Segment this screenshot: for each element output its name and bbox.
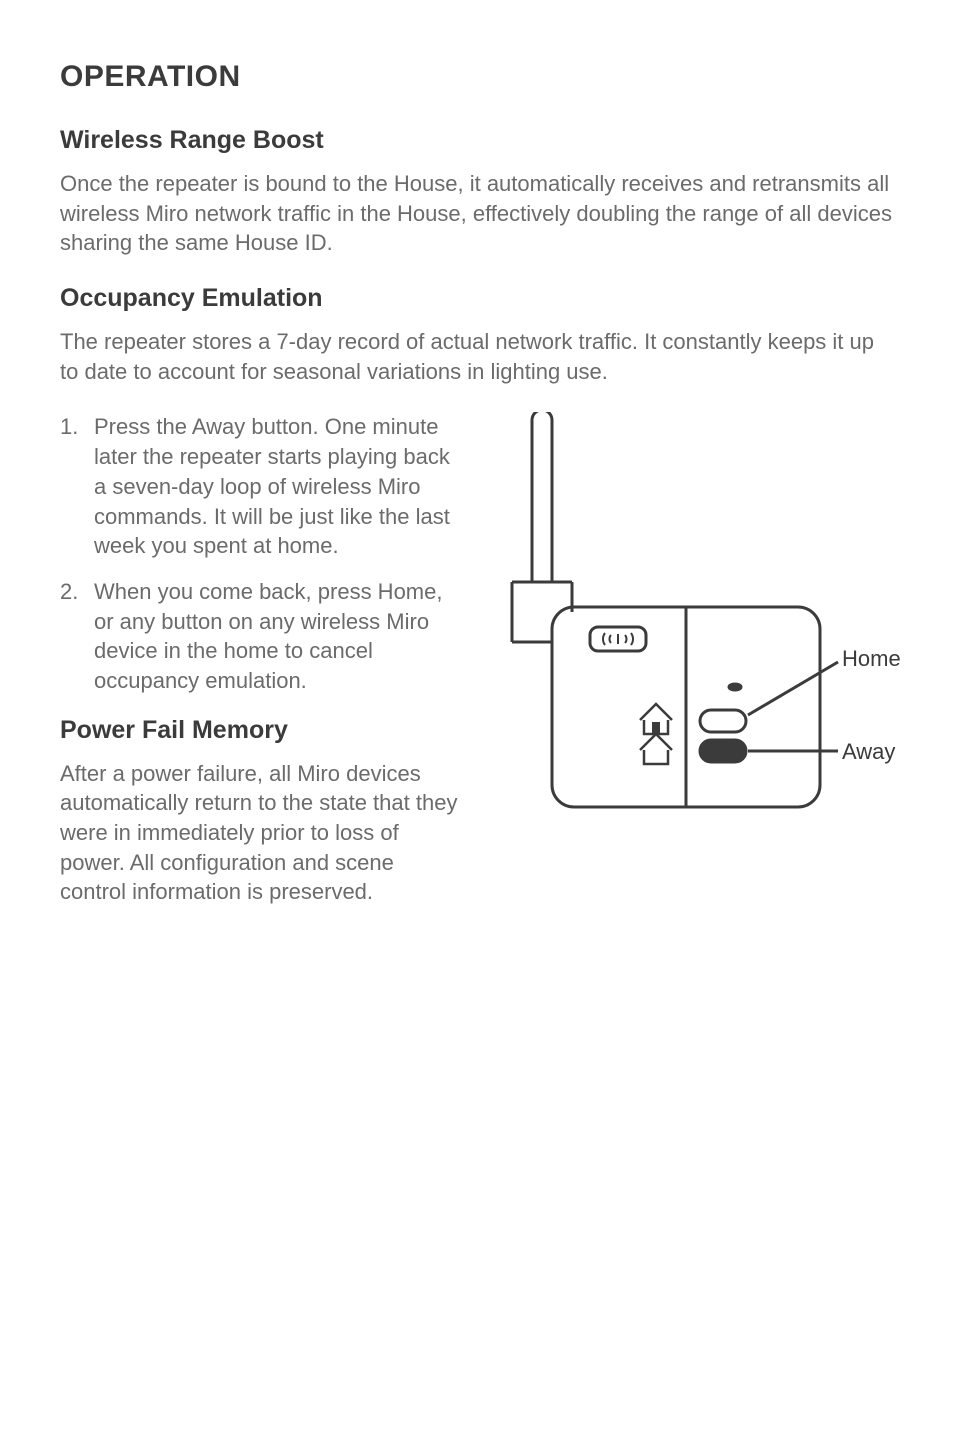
section-title-powerfail: Power Fail Memory [60,716,460,745]
label-home: Home [842,646,901,671]
page-title: OPERATION [60,60,894,94]
device-diagram: Home Away [490,412,910,842]
label-away: Away [842,739,895,764]
section-title-wireless: Wireless Range Boost [60,126,894,155]
list-item: Press the Away button. One minute later … [60,412,460,560]
section-title-occupancy: Occupancy Emulation [60,284,894,313]
occupancy-steps: Press the Away button. One minute later … [60,412,460,695]
list-item: When you come back, press Home, or any b… [60,577,460,696]
section-body-occupancy: The repeater stores a 7-day record of ac… [60,327,894,386]
section-body-wireless: Once the repeater is bound to the House,… [60,169,894,258]
section-body-powerfail: After a power failure, all Miro devices … [60,759,460,907]
